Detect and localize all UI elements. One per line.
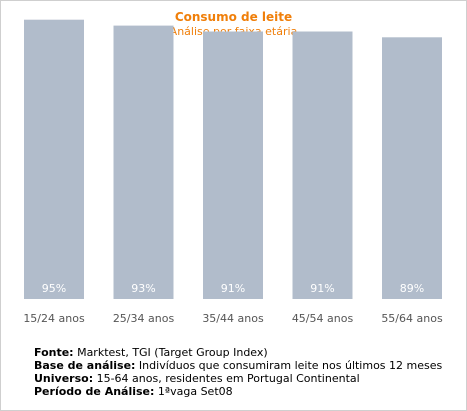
- category-label: 55/64 anos: [381, 312, 443, 325]
- note-universe: Universo: 15-64 anos, residentes em Port…: [34, 372, 442, 385]
- note-period: Período de Análise: 1ªvaga Set08: [34, 385, 442, 398]
- note-source-text: Marktest, TGI (Target Group Index): [73, 346, 268, 359]
- bar-35-44-anos: [203, 31, 263, 299]
- value-label: 91%: [310, 282, 334, 295]
- chart-notes: Fonte: Marktest, TGI (Target Group Index…: [34, 346, 442, 398]
- value-label: 95%: [42, 282, 66, 295]
- category-label: 45/54 anos: [292, 312, 354, 325]
- note-source-label: Fonte:: [34, 346, 74, 359]
- note-period-text: 1ªvaga Set08: [154, 385, 233, 398]
- note-base-label: Base de análise:: [34, 359, 136, 372]
- note-base-text: Indivíduos que consumiram leite nos últi…: [135, 359, 443, 372]
- category-label: 35/44 anos: [202, 312, 264, 325]
- bar-55-64-anos: [382, 37, 442, 300]
- bar-15-24-anos: [24, 19, 84, 299]
- category-label: 25/34 anos: [113, 312, 175, 325]
- category-label: 15/24 anos: [23, 312, 85, 325]
- note-base: Base de análise: Indivíduos que consumir…: [34, 359, 442, 372]
- value-label: 91%: [221, 282, 245, 295]
- note-universe-text: 15-64 anos, residentes em Portugal Conti…: [93, 372, 360, 385]
- bar-25-34-anos: [113, 25, 174, 299]
- value-label: 93%: [131, 282, 155, 295]
- value-label: 89%: [400, 282, 424, 295]
- chart-title: Consumo de leite: [174, 10, 293, 24]
- note-universe-label: Universo:: [34, 372, 94, 385]
- note-source: Fonte: Marktest, TGI (Target Group Index…: [34, 346, 442, 359]
- bar-45-54-anos: [292, 31, 353, 299]
- note-period-label: Período de Análise:: [34, 385, 155, 398]
